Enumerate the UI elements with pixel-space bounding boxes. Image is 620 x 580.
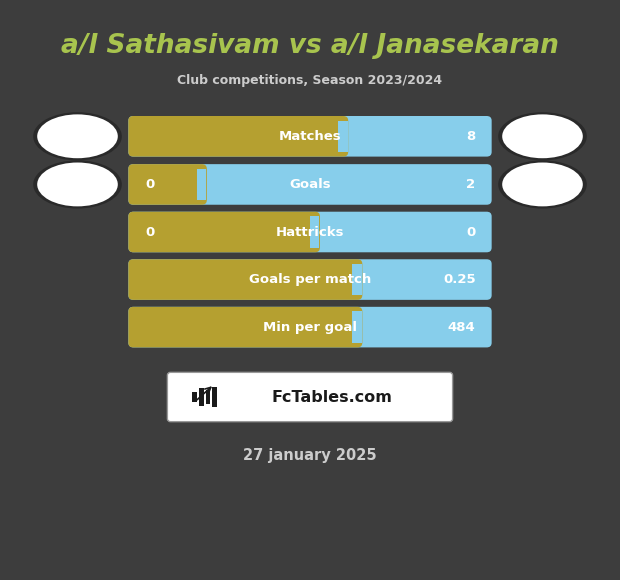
Ellipse shape xyxy=(33,160,122,209)
Text: 8: 8 xyxy=(466,130,476,143)
Text: Matches: Matches xyxy=(278,130,342,143)
Text: 0.25: 0.25 xyxy=(443,273,476,286)
FancyBboxPatch shape xyxy=(128,212,320,252)
FancyBboxPatch shape xyxy=(128,212,492,252)
Text: 0: 0 xyxy=(466,226,476,238)
Ellipse shape xyxy=(502,114,583,158)
FancyBboxPatch shape xyxy=(206,390,211,404)
FancyBboxPatch shape xyxy=(212,387,218,407)
Text: 0: 0 xyxy=(146,178,155,191)
Ellipse shape xyxy=(498,112,587,161)
FancyBboxPatch shape xyxy=(197,169,206,200)
Ellipse shape xyxy=(498,160,587,209)
Ellipse shape xyxy=(37,162,118,206)
FancyBboxPatch shape xyxy=(339,121,348,152)
Ellipse shape xyxy=(37,114,118,158)
FancyBboxPatch shape xyxy=(192,392,197,403)
FancyBboxPatch shape xyxy=(128,116,348,157)
FancyBboxPatch shape xyxy=(198,389,203,406)
Text: a/l Sathasivam vs a/l Janasekaran: a/l Sathasivam vs a/l Janasekaran xyxy=(61,34,559,59)
Text: 0: 0 xyxy=(146,226,155,238)
Text: Hattricks: Hattricks xyxy=(276,226,344,238)
FancyBboxPatch shape xyxy=(128,307,492,347)
Text: 2: 2 xyxy=(466,178,476,191)
FancyBboxPatch shape xyxy=(128,116,492,157)
Text: 27 january 2025: 27 january 2025 xyxy=(243,448,377,463)
Text: Goals per match: Goals per match xyxy=(249,273,371,286)
Text: Min per goal: Min per goal xyxy=(263,321,357,333)
FancyBboxPatch shape xyxy=(128,164,207,205)
Text: FcTables.com: FcTables.com xyxy=(272,390,392,404)
FancyBboxPatch shape xyxy=(128,259,362,300)
Text: Club competitions, Season 2023/2024: Club competitions, Season 2023/2024 xyxy=(177,74,443,86)
FancyBboxPatch shape xyxy=(128,307,362,347)
Ellipse shape xyxy=(33,112,122,161)
FancyBboxPatch shape xyxy=(352,264,361,295)
Text: Goals: Goals xyxy=(289,178,331,191)
Ellipse shape xyxy=(502,162,583,206)
Text: 484: 484 xyxy=(448,321,476,333)
FancyBboxPatch shape xyxy=(128,259,492,300)
FancyBboxPatch shape xyxy=(167,372,453,422)
FancyBboxPatch shape xyxy=(310,216,319,248)
FancyBboxPatch shape xyxy=(352,311,361,343)
FancyBboxPatch shape xyxy=(128,164,492,205)
